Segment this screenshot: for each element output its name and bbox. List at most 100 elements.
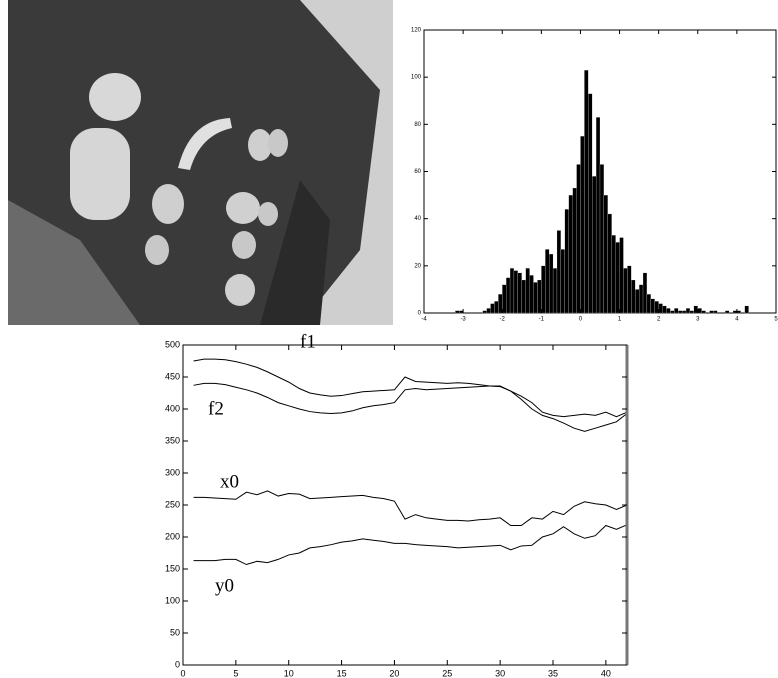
x-tick-label: 20 bbox=[389, 668, 399, 678]
bar bbox=[560, 249, 565, 314]
y-tick-label: 100 bbox=[165, 595, 180, 605]
x-tick-label: 4 bbox=[735, 317, 739, 323]
bar bbox=[607, 213, 612, 314]
bar bbox=[685, 308, 691, 314]
y-tick-label: 150 bbox=[165, 563, 180, 573]
bar bbox=[502, 284, 507, 314]
y-tick-label: 80 bbox=[414, 122, 421, 128]
bar bbox=[568, 194, 573, 314]
line bbox=[193, 382, 628, 432]
series-label: y0 bbox=[215, 575, 234, 596]
bar bbox=[670, 310, 675, 314]
bar bbox=[529, 275, 534, 314]
bar bbox=[513, 270, 518, 314]
bar bbox=[725, 310, 730, 314]
bar bbox=[736, 310, 741, 314]
bar bbox=[588, 93, 593, 314]
bar bbox=[639, 284, 644, 314]
x-tick-label: 35 bbox=[548, 668, 558, 678]
bar bbox=[576, 164, 581, 314]
y-tick-label: 50 bbox=[170, 627, 180, 637]
bar bbox=[701, 310, 706, 314]
bar bbox=[580, 136, 585, 314]
series-label: f2 bbox=[208, 398, 224, 419]
y-tick-label: 500 bbox=[165, 339, 180, 349]
x-tick-label: -3 bbox=[460, 317, 466, 323]
y-tick-label: 450 bbox=[165, 371, 180, 381]
bar bbox=[662, 305, 667, 314]
bar bbox=[744, 305, 749, 314]
y-tick-label: 400 bbox=[165, 403, 180, 413]
x-tick-label: -1 bbox=[539, 317, 545, 323]
bar bbox=[666, 308, 671, 314]
series-label: f1 bbox=[300, 331, 316, 352]
bar bbox=[486, 308, 491, 314]
x-tick-label: 0 bbox=[180, 668, 185, 678]
y-tick-label: 120 bbox=[411, 28, 422, 34]
x-tick-label: 2 bbox=[657, 317, 661, 323]
bar bbox=[541, 265, 546, 314]
x-tick-label: 5 bbox=[233, 668, 238, 678]
x-tick-label: 10 bbox=[284, 668, 294, 678]
bar bbox=[627, 265, 632, 314]
y-tick-label: 0 bbox=[418, 311, 422, 317]
y-tick-label: 20 bbox=[414, 263, 421, 269]
bar bbox=[572, 187, 577, 314]
bar bbox=[603, 194, 608, 314]
y-tick-label: 350 bbox=[165, 435, 180, 445]
bar bbox=[674, 308, 679, 314]
bar bbox=[693, 305, 698, 314]
bar bbox=[595, 117, 601, 314]
bar bbox=[509, 268, 515, 314]
bar bbox=[635, 289, 640, 314]
x-tick-label: -4 bbox=[421, 317, 427, 323]
x-tick-label: 3 bbox=[696, 317, 700, 323]
y-tick-label: 250 bbox=[165, 499, 180, 509]
bar bbox=[494, 301, 499, 314]
y-tick-label: 100 bbox=[411, 75, 422, 81]
bar bbox=[552, 268, 558, 314]
bar bbox=[697, 308, 702, 314]
bar bbox=[623, 268, 628, 314]
bar bbox=[525, 268, 530, 314]
bar bbox=[517, 272, 522, 314]
bar bbox=[599, 164, 605, 314]
bar bbox=[490, 303, 495, 314]
bar bbox=[611, 235, 616, 314]
bar bbox=[631, 279, 636, 314]
bar bbox=[650, 298, 655, 314]
bar bbox=[678, 310, 683, 314]
y-tick-label: 0 bbox=[175, 659, 180, 669]
bar bbox=[482, 310, 487, 314]
bar bbox=[455, 310, 460, 314]
bar bbox=[521, 279, 526, 314]
bar bbox=[732, 310, 737, 314]
bar bbox=[654, 301, 659, 314]
axes-frame bbox=[182, 344, 628, 666]
x-tick-label: 30 bbox=[495, 668, 505, 678]
bar bbox=[506, 277, 511, 314]
y-tick-label: 300 bbox=[165, 467, 180, 477]
x-tick-label: 5 bbox=[774, 317, 778, 323]
x-tick-label: 40 bbox=[601, 668, 611, 678]
bar bbox=[658, 303, 663, 314]
bar bbox=[619, 237, 624, 314]
bar bbox=[615, 242, 620, 314]
bar bbox=[537, 279, 542, 314]
bar bbox=[459, 310, 464, 314]
bar bbox=[549, 253, 554, 314]
bar bbox=[642, 272, 648, 314]
bar bbox=[713, 310, 718, 314]
x-tick-label: 25 bbox=[442, 668, 452, 678]
bar bbox=[689, 310, 694, 314]
bar bbox=[545, 249, 550, 314]
bar bbox=[682, 310, 687, 314]
line bbox=[193, 358, 628, 418]
y-tick-label: 200 bbox=[165, 531, 180, 541]
photo bbox=[8, 0, 393, 325]
bar bbox=[709, 310, 714, 314]
x-tick-label: 15 bbox=[337, 668, 347, 678]
series-label: x0 bbox=[220, 471, 239, 492]
bar bbox=[592, 176, 597, 314]
